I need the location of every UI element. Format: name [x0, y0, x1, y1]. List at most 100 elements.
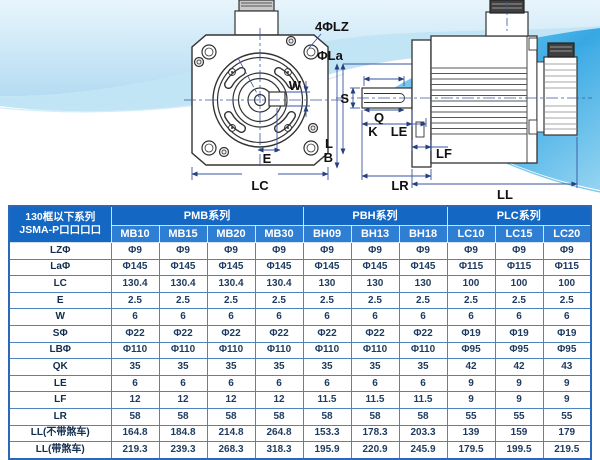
dim-label-lc: LC — [251, 178, 269, 193]
value-cell: Φ110 — [254, 341, 304, 360]
value-cell: 35 — [110, 358, 160, 376]
value-cell: 11.5 — [350, 391, 400, 409]
value-cell: Φ22 — [302, 324, 352, 343]
dimension-diagram-section: 4ΦLZ ΦLa W E LC S Q K LE L B LF LR LL — [0, 0, 600, 204]
table-corner-title: 130框以下系列 JSMA-P口口口口 — [8, 205, 112, 243]
value-cell: 6 — [254, 308, 304, 326]
row-label: LZΦ — [8, 242, 112, 260]
row-label: SΦ — [8, 324, 112, 343]
value-cell: 9 — [446, 391, 496, 409]
row-label: E — [8, 291, 112, 310]
front-view-drawing — [184, 0, 412, 181]
value-cell: 100 — [446, 275, 496, 293]
dim-label-b: B — [324, 150, 333, 165]
value-cell: Φ19 — [542, 324, 592, 343]
value-cell: 318.3 — [254, 441, 304, 460]
value-cell: 264.8 — [254, 424, 304, 443]
value-cell: 153.3 — [302, 424, 352, 443]
value-cell: 139 — [446, 424, 496, 443]
spec-table: 130框以下系列 JSMA-P口口口口 PMB系列 PBH系列 PLC系列 MB10 MB1… — [8, 205, 592, 460]
dim-label-phila: ΦLa — [317, 48, 344, 63]
value-cell: 100 — [494, 275, 544, 293]
dim-label-s: S — [340, 91, 349, 106]
value-cell: 214.8 — [206, 424, 256, 443]
model-header-mb30: MB30 — [254, 225, 304, 243]
value-cell: 2.5 — [542, 291, 592, 310]
model-header-bh09: BH09 — [302, 225, 352, 243]
value-cell: Φ145 — [302, 258, 352, 277]
value-cell: 203.3 — [398, 424, 448, 443]
model-header-lc10: LC10 — [446, 225, 496, 243]
value-cell: 35 — [302, 358, 352, 376]
row-label: LL(带煞车) — [8, 441, 112, 460]
value-cell: 130.4 — [110, 275, 160, 293]
value-cell: 178.3 — [350, 424, 400, 443]
table-row: LF 12 12 12 12 11.5 11.5 11.5 9 9 9 — [8, 391, 592, 409]
table-row: LR 58 58 58 58 58 58 58 55 55 55 — [8, 407, 592, 426]
value-cell: 12 — [254, 391, 304, 409]
value-cell: Φ9 — [494, 242, 544, 260]
model-header-lc20: LC20 — [542, 225, 592, 243]
table-row: LaΦ Φ145 Φ145 Φ145 Φ145 Φ145 Φ145 Φ145 Φ115 Φ115 Φ… — [8, 258, 592, 277]
value-cell: 6 — [302, 374, 352, 393]
value-cell: Φ110 — [158, 341, 208, 360]
value-cell: Φ22 — [398, 324, 448, 343]
value-cell: 6 — [494, 308, 544, 326]
dim-label-l: L — [325, 136, 333, 151]
value-cell: Φ145 — [110, 258, 160, 277]
value-cell: 6 — [350, 374, 400, 393]
value-cell: Φ95 — [494, 341, 544, 360]
value-cell: 6 — [158, 374, 208, 393]
row-label: LL(不带煞车) — [8, 424, 112, 443]
value-cell: 130 — [302, 275, 352, 293]
value-cell: 219.5 — [542, 441, 592, 460]
value-cell: 35 — [206, 358, 256, 376]
value-cell: Φ110 — [302, 341, 352, 360]
table-row: LC 130.4 130.4 130.4 130.4 130 130 130 100 100 100 — [8, 275, 592, 293]
series-header: PLC系列 — [446, 205, 592, 226]
value-cell: 9 — [494, 391, 544, 409]
motor-dimension-drawing: 4ΦLZ ΦLa W E LC S Q K LE L B LF LR LL — [0, 0, 600, 202]
model-header-bh13: BH13 — [350, 225, 400, 243]
value-cell: 58 — [398, 407, 448, 426]
row-label: LE — [8, 374, 112, 393]
value-cell: Φ9 — [542, 242, 592, 260]
value-cell: 9 — [494, 374, 544, 393]
dim-label-ll: LL — [497, 187, 513, 202]
value-cell: Φ9 — [398, 242, 448, 260]
value-cell: 6 — [206, 374, 256, 393]
value-cell: Φ9 — [446, 242, 496, 260]
value-cell: 239.3 — [158, 441, 208, 460]
value-cell: Φ145 — [254, 258, 304, 277]
value-cell: Φ22 — [110, 324, 160, 343]
value-cell: Φ110 — [398, 341, 448, 360]
value-cell: Φ22 — [350, 324, 400, 343]
value-cell: 220.9 — [350, 441, 400, 460]
value-cell: 2.5 — [206, 291, 256, 310]
value-cell: 6 — [446, 308, 496, 326]
table-row: LZΦ Φ9 Φ9 Φ9 Φ9 Φ9 Φ9 Φ9 Φ9 Φ9 Φ9 — [8, 242, 592, 260]
series-header: PBH系列 — [302, 205, 448, 226]
value-cell: 195.9 — [302, 441, 352, 460]
value-cell: Φ110 — [350, 341, 400, 360]
value-cell: 6 — [110, 308, 160, 326]
value-cell: Φ22 — [158, 324, 208, 343]
value-cell: 43 — [542, 358, 592, 376]
value-cell: 35 — [158, 358, 208, 376]
value-cell: 2.5 — [110, 291, 160, 310]
value-cell: 2.5 — [398, 291, 448, 310]
value-cell: 35 — [350, 358, 400, 376]
value-cell: 9 — [542, 374, 592, 393]
value-cell: 12 — [206, 391, 256, 409]
value-cell: Φ145 — [350, 258, 400, 277]
value-cell: 2.5 — [302, 291, 352, 310]
value-cell: 55 — [542, 407, 592, 426]
value-cell: 58 — [158, 407, 208, 426]
dim-label-e: E — [263, 151, 272, 166]
value-cell: 130 — [350, 275, 400, 293]
value-cell: 2.5 — [254, 291, 304, 310]
value-cell: 58 — [110, 407, 160, 426]
row-label: LBΦ — [8, 341, 112, 360]
row-label: LC — [8, 275, 112, 293]
